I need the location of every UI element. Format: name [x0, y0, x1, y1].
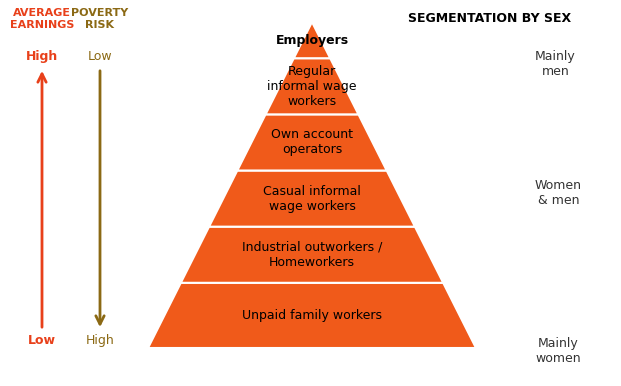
Text: Mainly
men: Mainly men [535, 50, 576, 78]
Text: Unpaid family workers: Unpaid family workers [242, 309, 382, 322]
Text: Regular
informal wage
workers: Regular informal wage workers [267, 65, 356, 108]
Text: Employers: Employers [276, 34, 348, 47]
Polygon shape [237, 114, 387, 171]
Text: High: High [26, 50, 58, 63]
Text: High: High [86, 334, 114, 347]
Text: AVERAGE
EARNINGS: AVERAGE EARNINGS [10, 8, 74, 30]
Polygon shape [148, 283, 476, 348]
Text: Women
& men: Women & men [535, 179, 582, 207]
Polygon shape [181, 227, 443, 283]
Text: Casual informal
wage workers: Casual informal wage workers [263, 185, 361, 213]
Text: Low: Low [28, 334, 56, 347]
Text: POVERTY
RISK: POVERTY RISK [71, 8, 129, 30]
Text: SEGMENTATION BY SEX: SEGMENTATION BY SEX [409, 12, 571, 25]
Text: Own account
operators: Own account operators [271, 129, 353, 156]
Text: Mainly
women: Mainly women [535, 337, 581, 365]
Polygon shape [209, 171, 415, 227]
Text: Industrial outworkers /
Homeworkers: Industrial outworkers / Homeworkers [242, 241, 382, 269]
Polygon shape [266, 58, 358, 114]
Polygon shape [294, 22, 330, 58]
Text: Low: Low [88, 50, 112, 63]
